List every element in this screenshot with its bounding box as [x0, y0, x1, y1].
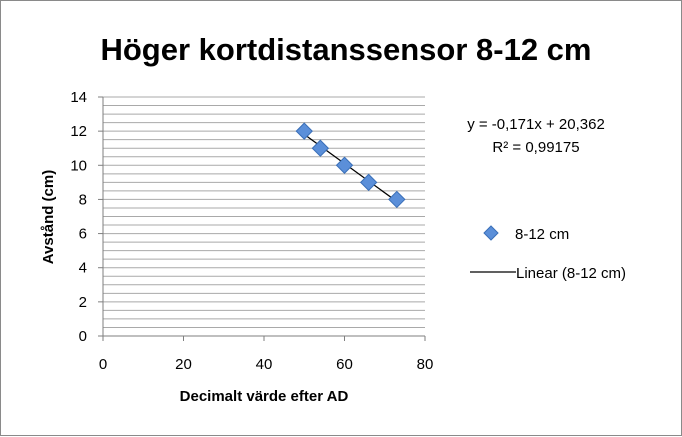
- gridlines: [103, 96, 425, 328]
- chart-title: Höger kortdistanssensor 8-12 cm: [100, 32, 591, 67]
- y-tick-label: 4: [79, 260, 87, 277]
- x-tick-label: 0: [99, 356, 107, 373]
- x-tick-label: 20: [175, 356, 192, 373]
- x-axis-label: Decimalt värde efter AD: [180, 388, 349, 405]
- y-axis-label: Avstånd (cm): [40, 170, 57, 264]
- legend-label-series: 8-12 cm: [515, 226, 569, 243]
- x-tick-labels: 0 20 40 60 80: [99, 356, 434, 373]
- x-tick-label: 80: [417, 356, 434, 373]
- y-tick-label: 10: [70, 157, 87, 174]
- y-tick-labels: 0 2 4 6 8 10 12 14: [70, 89, 87, 345]
- data-point: [359, 173, 378, 192]
- axes: [98, 96, 426, 341]
- data-point: [335, 156, 354, 174]
- legend-label-trendline: Linear (8-12 cm): [516, 265, 626, 282]
- x-tick-label: 40: [256, 356, 273, 373]
- trendline-equation: y = -0,171x + 20,362: [467, 116, 605, 133]
- y-tick-label: 14: [70, 89, 87, 106]
- y-tick-label: 6: [79, 226, 87, 243]
- data-points: [295, 122, 406, 209]
- data-point: [295, 122, 313, 140]
- y-tick-label: 0: [79, 328, 87, 345]
- y-tick-label: 12: [70, 123, 87, 140]
- legend-marker-diamond: [483, 225, 499, 241]
- data-point: [388, 190, 406, 209]
- trendline-r-squared: R² = 0,99175: [492, 139, 579, 156]
- y-tick-label: 8: [79, 191, 87, 208]
- y-tick-label: 2: [79, 294, 87, 311]
- data-point: [311, 139, 330, 157]
- legend: 8-12 cm Linear (8-12 cm): [470, 225, 626, 282]
- x-tick-label: 60: [336, 356, 353, 373]
